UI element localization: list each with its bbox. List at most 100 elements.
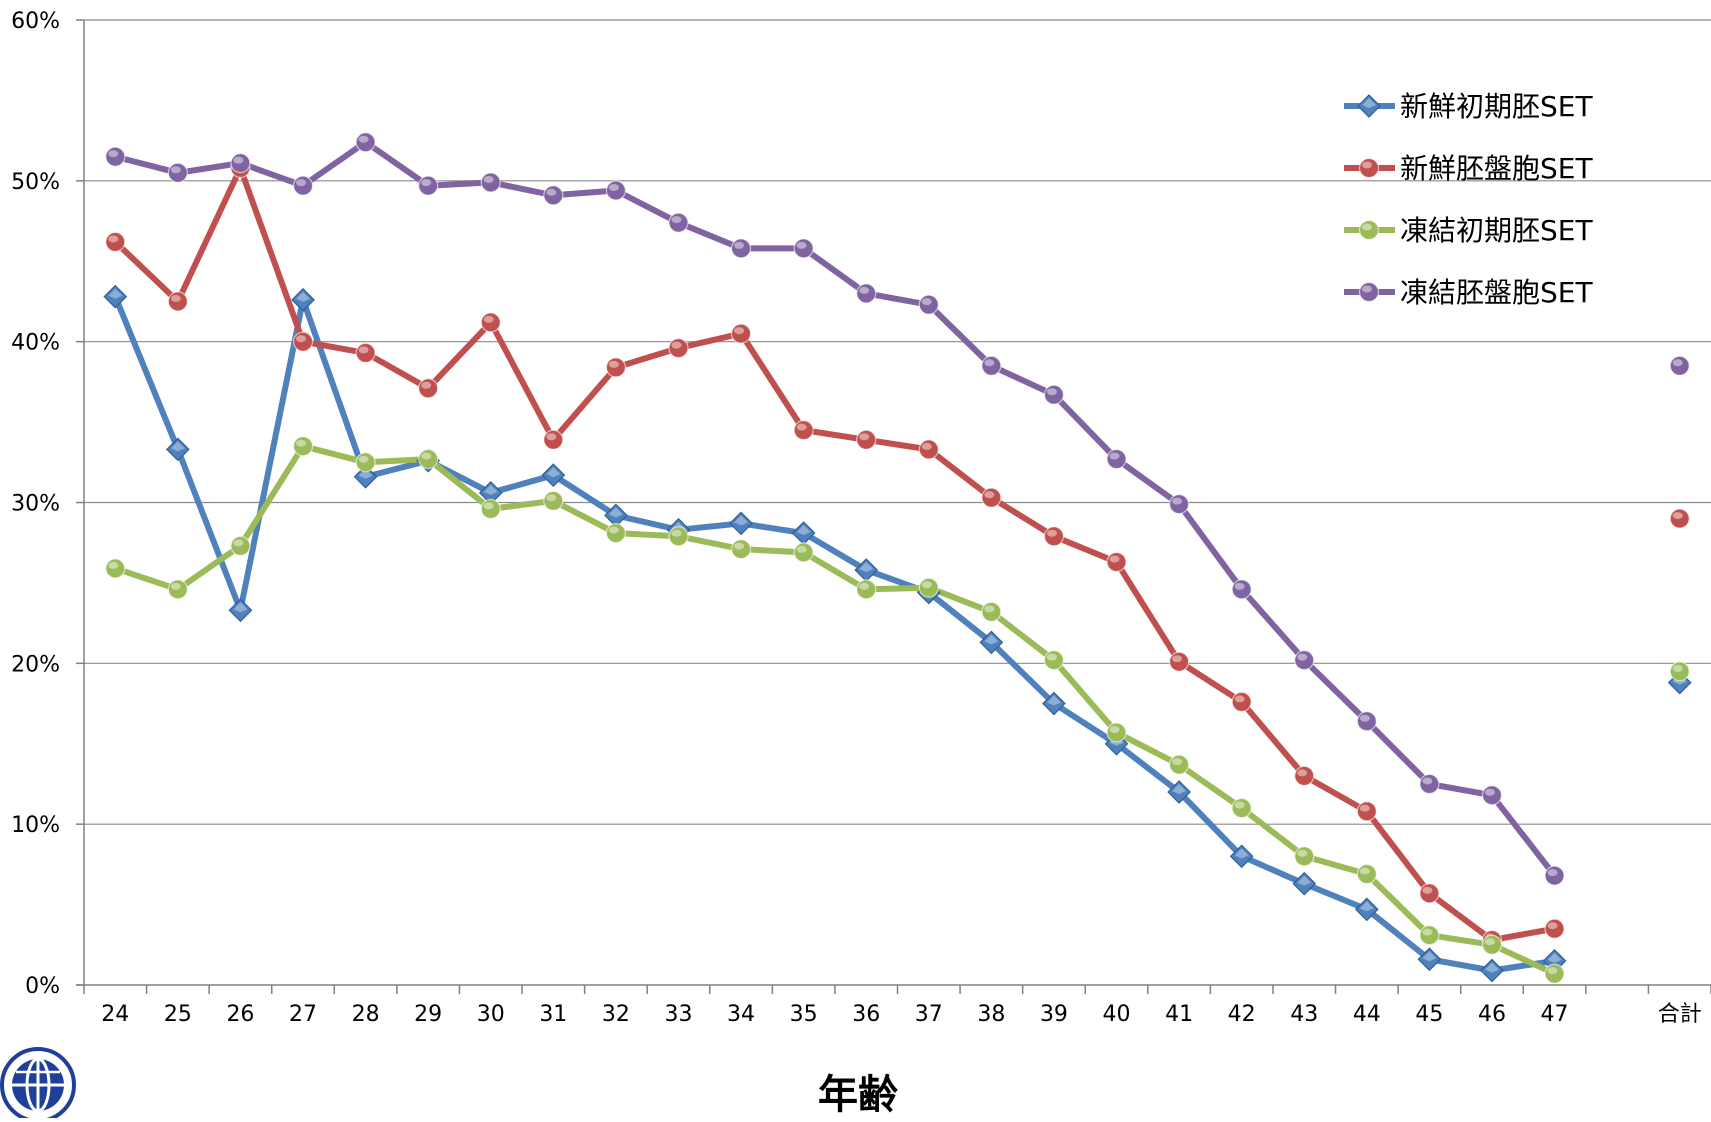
x-tick-label: 47	[1541, 1002, 1569, 1027]
data-point-highlight	[170, 441, 185, 452]
data-point-highlight	[233, 156, 244, 164]
x-tick-label: 41	[1165, 1002, 1193, 1027]
data-point-highlight	[796, 423, 807, 431]
data-point	[1419, 773, 1440, 795]
data-point	[1669, 661, 1690, 682]
x-tick-label: 27	[289, 1002, 317, 1027]
y-tick-label: 20%	[11, 652, 60, 677]
data-point-highlight	[546, 467, 561, 478]
data-point	[1231, 691, 1252, 713]
data-point	[418, 378, 439, 399]
data-point-highlight	[1547, 952, 1562, 963]
data-point-highlight	[1046, 529, 1057, 537]
data-point	[1417, 947, 1442, 972]
data-point	[1294, 846, 1315, 867]
data-point-highlight	[984, 634, 999, 645]
data-point-highlight	[1297, 849, 1308, 857]
data-point-highlight	[1297, 653, 1308, 661]
data-point-highlight	[421, 452, 432, 460]
data-point-highlight	[671, 529, 682, 537]
legend-label: 凍結胚盤胞SET	[1400, 276, 1593, 309]
data-point	[981, 601, 1002, 622]
data-point-highlight	[1234, 801, 1245, 809]
data-point	[1229, 844, 1254, 869]
data-point-highlight	[608, 526, 619, 534]
data-point-highlight	[1359, 867, 1370, 875]
data-point	[856, 429, 877, 450]
data-point-highlight	[296, 291, 311, 302]
data-point	[1294, 650, 1315, 671]
data-point	[1544, 918, 1565, 939]
data-point	[1294, 765, 1315, 787]
data-point	[981, 355, 1002, 376]
data-point	[292, 175, 314, 196]
data-point-highlight	[1046, 695, 1061, 706]
data-point	[1356, 711, 1377, 732]
legend-swatch-marker-highlight	[1362, 98, 1376, 108]
data-point-highlight	[1297, 875, 1312, 886]
data-point	[167, 291, 188, 312]
series-markers-1	[103, 284, 1692, 983]
data-point	[1292, 871, 1317, 896]
data-point	[1419, 925, 1440, 946]
x-tick-label: 合計	[1658, 1002, 1702, 1027]
data-point-highlight	[170, 582, 181, 590]
x-tick-label: 32	[602, 1002, 630, 1027]
x-tick-label: 25	[164, 1002, 192, 1027]
x-tick-label: 30	[477, 1002, 505, 1027]
data-point	[1481, 785, 1503, 806]
series-line	[112, 165, 1558, 943]
data-point	[543, 185, 564, 206]
data-point-highlight	[1297, 769, 1308, 777]
data-point-highlight	[1672, 359, 1683, 367]
data-point	[543, 490, 564, 511]
x-tick-label: 24	[101, 1002, 129, 1027]
data-point-highlight	[1672, 512, 1683, 520]
data-point-highlight	[1547, 967, 1558, 975]
data-point-highlight	[1547, 869, 1558, 877]
data-point-highlight	[921, 442, 932, 450]
x-tick-label: 38	[977, 1002, 1005, 1027]
data-point-highlight	[546, 188, 557, 196]
data-point-highlight	[1359, 901, 1374, 912]
data-point	[730, 238, 752, 259]
data-point-highlight	[1109, 555, 1120, 563]
x-tick-label: 28	[352, 1002, 380, 1027]
data-point	[793, 420, 814, 441]
data-point-highlight	[358, 455, 369, 463]
gridlines	[84, 19, 1711, 825]
data-point	[793, 542, 814, 563]
data-point	[729, 511, 753, 536]
data-point	[1356, 801, 1377, 822]
data-point	[1168, 754, 1190, 775]
data-point	[105, 231, 126, 253]
data-point	[541, 463, 566, 488]
x-tick-label: 40	[1103, 1002, 1131, 1027]
data-point	[605, 357, 627, 378]
data-point	[105, 146, 126, 167]
data-point-highlight	[108, 150, 119, 158]
data-point	[730, 539, 752, 560]
series-4	[112, 139, 1558, 879]
data-point	[730, 323, 752, 344]
data-point-highlight	[1484, 938, 1495, 946]
legend-item: 新鮮初期胚SET	[1344, 90, 1593, 123]
data-point	[605, 522, 627, 544]
data-point	[1168, 494, 1190, 515]
x-tick-label: 45	[1415, 1002, 1443, 1027]
legend-swatch-marker-highlight	[1362, 223, 1372, 231]
series-markers-4	[105, 132, 1690, 886]
data-point	[355, 342, 376, 364]
axes	[76, 19, 1711, 994]
data-point-highlight	[483, 175, 494, 183]
legend-label: 凍結初期胚SET	[1400, 214, 1593, 247]
data-point	[353, 464, 378, 489]
data-point	[230, 535, 251, 557]
data-point	[1043, 526, 1065, 547]
data-point-highlight	[296, 335, 307, 343]
legend-item: 新鮮胚盤胞SET	[1344, 152, 1593, 185]
data-point	[480, 312, 501, 333]
data-point-highlight	[421, 381, 432, 389]
series-1	[112, 293, 1558, 974]
data-point-highlight	[546, 494, 557, 502]
